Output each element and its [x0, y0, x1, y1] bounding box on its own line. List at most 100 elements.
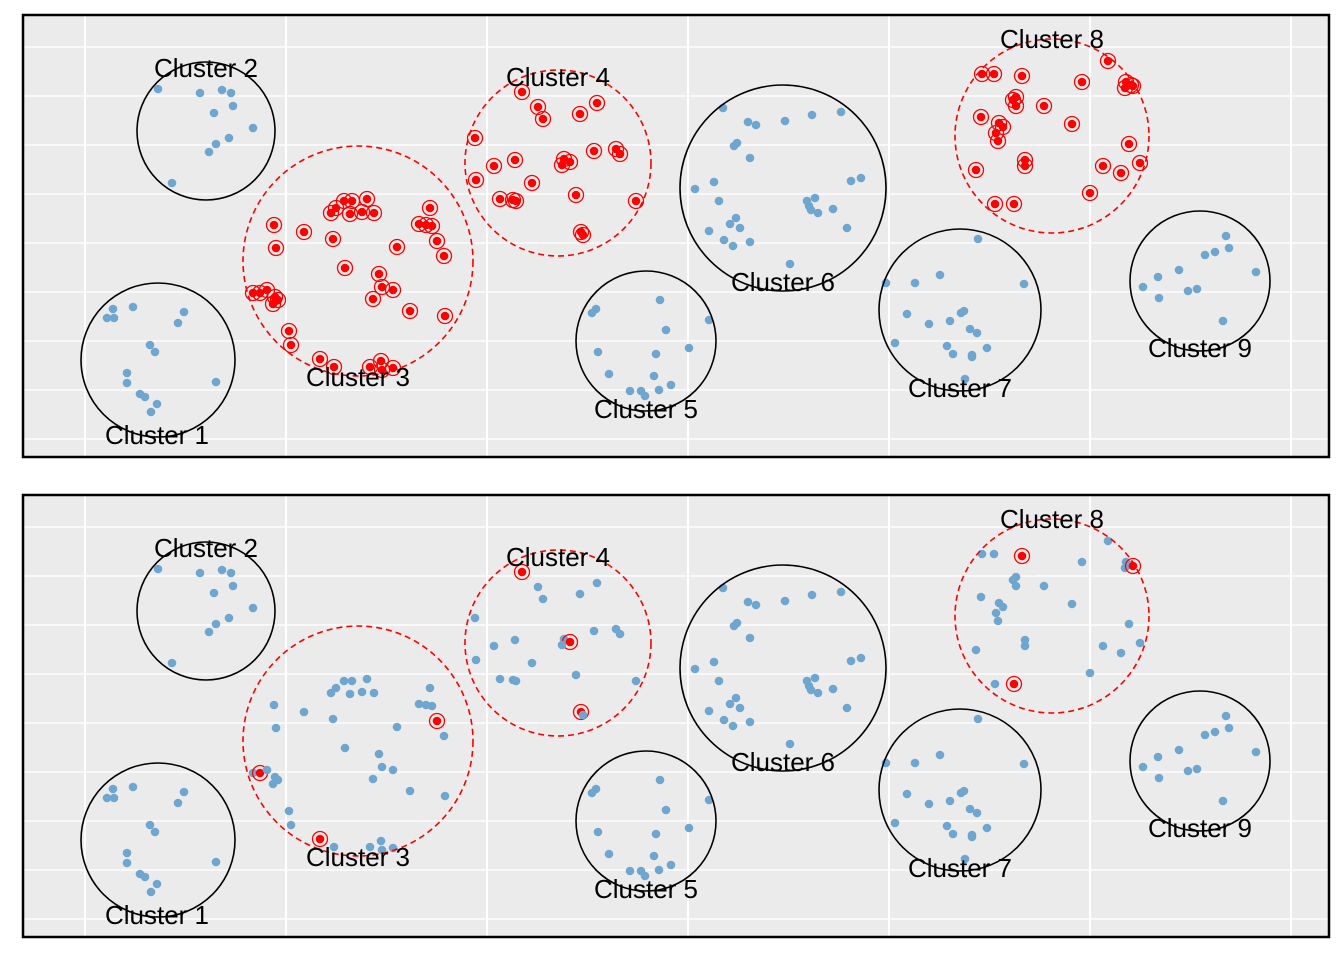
cluster-4-sampled-point — [517, 567, 527, 577]
cluster-2-point — [153, 564, 163, 574]
cluster-8-point — [1124, 619, 1134, 629]
cluster-8-sampled-point — [1039, 101, 1049, 111]
cluster-1-point — [173, 798, 183, 808]
cluster-4-sampled-ring — [467, 171, 485, 189]
cluster-9-point — [1192, 284, 1202, 294]
cluster-3-sampled-point — [284, 326, 294, 336]
cluster-4-sampled-ring — [607, 140, 625, 158]
cluster-3-sampled-point — [405, 306, 415, 316]
cluster-8-point — [1103, 536, 1113, 546]
cluster-7-point — [902, 309, 912, 319]
cluster-4-point — [510, 635, 520, 645]
cluster-4-sampled-ring — [627, 192, 645, 210]
cluster-3-label: Cluster 3 — [306, 362, 410, 392]
panel-top-cluster-2: Cluster 2 — [136, 53, 276, 201]
cluster-6-point — [714, 196, 724, 206]
panel-bottom-cluster-8: Cluster 8 — [954, 504, 1150, 714]
cluster-3-point — [328, 714, 338, 724]
cluster-3-point — [405, 786, 415, 796]
cluster-9-point — [1210, 727, 1220, 737]
cluster-8-sampled-point — [1085, 188, 1095, 198]
cluster-3-point — [440, 791, 450, 801]
cluster-6-point — [735, 703, 745, 713]
cluster-8-point — [1098, 641, 1108, 651]
cluster-8-sampled-point — [1017, 71, 1027, 81]
cluster-1-point — [140, 392, 150, 402]
cluster-8-sampled-point — [993, 136, 1003, 146]
cluster-3-point — [425, 683, 435, 693]
cluster-9-point — [1154, 773, 1164, 783]
cluster-5-label: Cluster 5 — [594, 874, 698, 904]
cluster-6-point — [690, 664, 700, 674]
cluster-2-point — [228, 581, 238, 591]
cluster-4-sampled-ring — [513, 563, 531, 581]
panel-bottom-border — [21, 493, 1331, 939]
cluster-3-sampled-ring — [264, 295, 282, 313]
cluster-6-point — [828, 684, 838, 694]
cluster-4-sampled-point — [557, 160, 567, 170]
cluster-9-boundary — [1129, 210, 1271, 352]
cluster-2-boundary — [136, 541, 276, 681]
cluster-1-boundary — [80, 282, 236, 438]
cluster-5-point — [649, 851, 659, 861]
cluster-8-sampled-point — [1128, 561, 1138, 571]
cluster-7-point — [948, 829, 958, 839]
cluster-3-sampled-point — [345, 209, 355, 219]
cluster-5-point — [666, 860, 676, 870]
panel-top-cluster-7: Cluster 7 — [878, 228, 1042, 403]
panel-top: Cluster 1 Cluster 2 Cluster 3 Cluster 4 Clus… — [21, 13, 1331, 459]
cluster-8-sampled-ring — [1094, 157, 1112, 175]
cluster-3-point — [388, 765, 398, 775]
cluster-8-point — [993, 616, 1003, 626]
cluster-4-point — [533, 582, 543, 592]
cluster-4-point — [495, 674, 505, 684]
cluster-3-sampled-point — [432, 716, 442, 726]
cluster-2-point — [167, 178, 177, 188]
cluster-2-point — [228, 101, 238, 111]
cluster-2-point — [211, 619, 221, 629]
cluster-9-point — [1154, 293, 1164, 303]
cluster-3-point — [427, 701, 437, 711]
cluster-3-sampled-point — [357, 207, 367, 217]
cluster-6-point — [785, 259, 795, 269]
cluster-7-point — [910, 278, 920, 288]
cluster-4-sampled-ring — [588, 94, 606, 112]
cluster-2-point — [217, 565, 227, 575]
cluster-8-point — [976, 592, 986, 602]
cluster-4-sampled-ring — [611, 145, 629, 163]
cluster-6-point — [780, 116, 790, 126]
cluster-3-sampled-ring — [364, 290, 382, 308]
cluster-4-sampled-point — [471, 175, 481, 185]
cluster-5-point — [661, 805, 671, 815]
cluster-3-sampled-point — [286, 340, 296, 350]
cluster-3-sampled-ring — [365, 204, 383, 222]
cluster-6-point — [704, 226, 714, 236]
cluster-9-point — [1153, 272, 1163, 282]
cluster-3-sampled-point — [255, 768, 265, 778]
cluster-7-point — [890, 338, 900, 348]
cluster-4-label: Cluster 4 — [506, 62, 610, 92]
cluster-2-point — [226, 88, 236, 98]
cluster-1-point — [150, 347, 160, 357]
cluster-6-point — [745, 633, 755, 643]
cluster-9-label: Cluster 9 — [1148, 813, 1252, 843]
cluster-4-sampled-ring — [506, 151, 524, 169]
panel-bottom-cluster-2: Cluster 2 — [136, 533, 276, 681]
cluster-1-point — [102, 793, 112, 803]
cluster-1-point — [140, 872, 150, 882]
cluster-4-sampled-ring — [553, 156, 571, 174]
cluster-3-sampled-ring — [311, 830, 329, 848]
cluster-4-point — [575, 589, 585, 599]
cluster-2-point — [226, 568, 236, 578]
cluster-3-sampled-ring — [388, 238, 406, 256]
cluster-6-point — [735, 223, 745, 233]
cluster-3-sampled-point — [269, 220, 279, 230]
cluster-3-point — [368, 774, 378, 784]
panel-bottom-cluster-5: Cluster 5 — [575, 750, 717, 904]
cluster-1-point — [150, 827, 160, 837]
cluster-4-point — [631, 676, 641, 686]
cluster-6-point — [751, 120, 761, 130]
cluster-4-sampled-point — [517, 87, 527, 97]
cluster-3-sampled-ring — [336, 259, 354, 277]
cluster-6-point — [842, 703, 852, 713]
